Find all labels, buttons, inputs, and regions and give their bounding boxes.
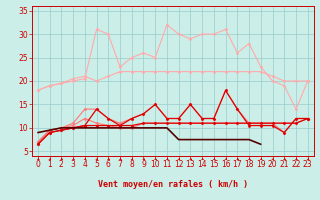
X-axis label: Vent moyen/en rafales ( km/h ): Vent moyen/en rafales ( km/h ) <box>98 180 248 189</box>
